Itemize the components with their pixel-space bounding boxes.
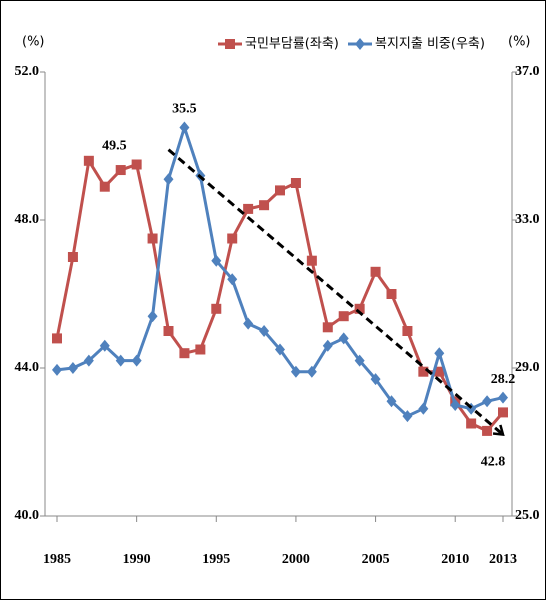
- marker: [386, 395, 397, 408]
- marker: [306, 365, 317, 378]
- marker: [402, 410, 413, 423]
- marker: [322, 339, 333, 352]
- series-line: [55, 156, 505, 433]
- data-label: 49.5: [102, 139, 127, 154]
- marker: [211, 303, 222, 314]
- marker: [99, 339, 110, 352]
- marker: [147, 310, 158, 323]
- marker: [338, 332, 349, 345]
- y2-tick-label: 29.0: [515, 360, 540, 375]
- marker: [259, 200, 270, 211]
- legend-label: 국민부담률(좌축): [245, 37, 339, 52]
- marker: [259, 325, 270, 337]
- marker: [115, 165, 126, 176]
- marker: [99, 181, 110, 192]
- y-tick-label: 48.0: [15, 212, 40, 227]
- marker: [243, 317, 254, 330]
- y-tick-label: 44.0: [15, 360, 40, 375]
- marker: [290, 178, 301, 188]
- marker: [482, 395, 493, 408]
- x-tick-label: 1985: [43, 552, 71, 567]
- marker: [227, 233, 238, 244]
- marker: [243, 203, 254, 214]
- marker: [418, 366, 429, 377]
- y2-unit: (%): [508, 35, 531, 50]
- y-tick-label: 40.0: [15, 508, 40, 523]
- marker: [83, 354, 94, 367]
- marker: [370, 373, 381, 386]
- marker: [163, 326, 174, 336]
- trend-line: [167, 148, 504, 436]
- marker: [211, 254, 222, 267]
- x-tick-label: 2005: [362, 552, 390, 567]
- legend-label: 복지지출 비중(우축): [375, 37, 485, 52]
- trend-arrow: [492, 424, 505, 437]
- marker: [338, 311, 349, 322]
- marker: [370, 266, 381, 277]
- x-tick-label: 2013: [489, 552, 517, 567]
- marker: [195, 344, 206, 355]
- y-tick-label: 52.0: [15, 64, 40, 79]
- y2-tick-label: 37.0: [515, 64, 540, 79]
- marker: [498, 391, 508, 404]
- marker: [67, 252, 78, 262]
- x-tick-label: 2000: [282, 552, 310, 567]
- marker: [83, 155, 94, 166]
- marker: [275, 343, 285, 356]
- marker: [179, 121, 190, 134]
- marker: [386, 289, 397, 299]
- marker: [131, 159, 142, 170]
- marker: [466, 418, 477, 429]
- marker: [52, 333, 62, 344]
- marker: [482, 425, 493, 436]
- marker: [227, 273, 238, 286]
- marker: [147, 233, 158, 244]
- data-label: 42.8: [481, 455, 506, 470]
- marker: [354, 354, 365, 367]
- marker: [354, 303, 365, 314]
- marker: [131, 354, 142, 367]
- x-tick-label: 1995: [202, 552, 230, 567]
- data-label: 28.2: [491, 372, 516, 387]
- marker: [322, 322, 333, 333]
- marker: [179, 348, 190, 359]
- marker: [434, 366, 445, 377]
- marker: [450, 399, 461, 411]
- marker: [275, 185, 285, 196]
- data-label: 35.5: [172, 102, 197, 117]
- legend-marker: [225, 39, 235, 49]
- y2-tick-label: 33.0: [515, 212, 540, 227]
- marker: [306, 255, 317, 266]
- marker: [115, 354, 126, 367]
- x-tick-label: 1990: [123, 552, 151, 567]
- y-unit: (%): [22, 35, 45, 50]
- legend-marker: [355, 38, 365, 50]
- x-tick-label: 2010: [441, 552, 469, 567]
- y2-tick-label: 25.0: [515, 508, 540, 523]
- marker: [434, 347, 445, 360]
- marker: [67, 362, 78, 374]
- marker: [498, 407, 508, 418]
- marker: [290, 365, 301, 378]
- marker: [402, 326, 413, 336]
- marker: [163, 173, 174, 186]
- marker: [418, 402, 429, 415]
- marker: [52, 363, 62, 376]
